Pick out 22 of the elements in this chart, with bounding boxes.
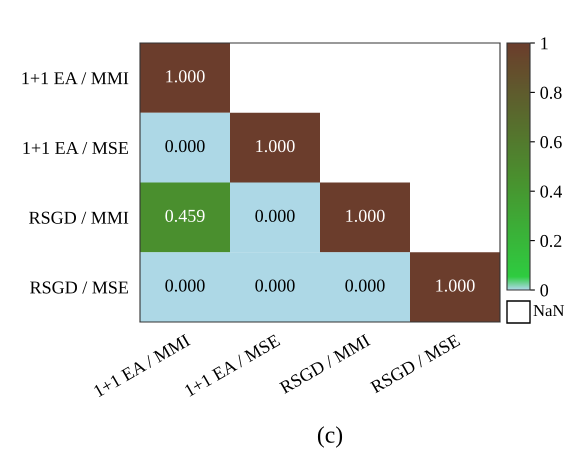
data-label: 0.000 — [255, 210, 295, 222]
data-label: 0.000 — [165, 279, 205, 292]
data-label: 1.000 — [346, 210, 385, 222]
text: (c) — [318, 426, 342, 448]
data-label: 0.000 — [165, 140, 205, 152]
y-tick-label: 1+1 EA / MMI — [22, 72, 128, 84]
y-tick-label: RSGD / MMI — [29, 212, 128, 224]
color-bar-label: 1 — [541, 37, 548, 50]
data-label: 0.459 — [165, 210, 205, 222]
data-label: 1.000 — [436, 279, 475, 292]
color-bar-label: 0.8 — [540, 86, 562, 99]
data-label: 1.000 — [166, 70, 205, 82]
color-bar-label: 0.6 — [540, 136, 562, 148]
color-bar-label: 0.4 — [540, 185, 562, 198]
data-label: 1.000 — [256, 140, 295, 152]
color-bar-label: 0.2 — [540, 234, 562, 248]
text: NaN — [533, 305, 564, 316]
y-tick-label: 1+1 EA / MSE — [23, 142, 128, 154]
data-label: 0.000 — [345, 279, 385, 292]
y-tick-label: RSGD / MSE — [30, 281, 128, 294]
color-bar-label: 0 — [540, 284, 548, 296]
data-label: 0.000 — [255, 279, 295, 292]
